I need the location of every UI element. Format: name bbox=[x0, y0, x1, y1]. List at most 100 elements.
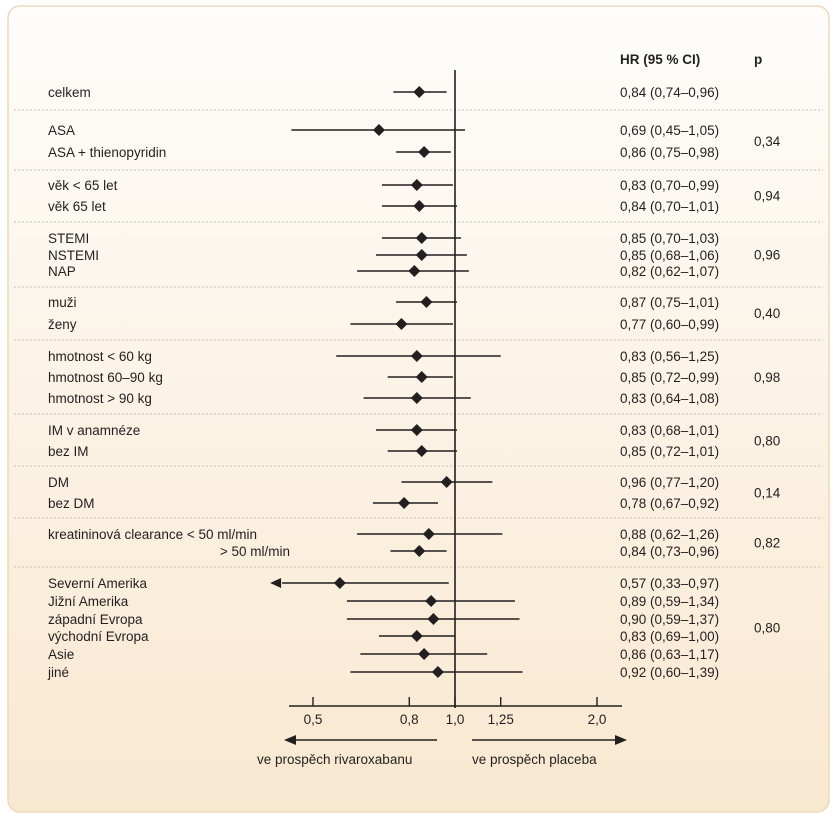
favours-rivaroxaban-label: ve prospěch rivaroxabanu bbox=[257, 752, 412, 767]
row-ci-text: 0,88 (0,62–1,26) bbox=[620, 527, 719, 542]
forest-rows: celkem 0,84 (0,74–0,96) ASA 0,69 (0,45–1,05… bbox=[47, 85, 719, 680]
hr-point bbox=[427, 613, 440, 625]
hr-point bbox=[408, 265, 421, 277]
hr-point bbox=[398, 497, 411, 509]
row-ci-text: 0,83 (0,56–1,25) bbox=[620, 349, 719, 364]
row-ci-text: 0,89 (0,59–1,34) bbox=[620, 594, 719, 609]
hr-point bbox=[431, 666, 444, 678]
hr-point bbox=[395, 318, 408, 330]
row-label: NAP bbox=[48, 264, 76, 279]
row-ci-text: 0,83 (0,70–0,99) bbox=[620, 178, 719, 193]
p-value: 0,82 bbox=[754, 536, 780, 551]
p-value: 0,94 bbox=[754, 189, 781, 204]
hr-point bbox=[420, 296, 433, 308]
favours-rivaroxaban-arrow bbox=[284, 735, 437, 745]
row-ci-text: 0,85 (0,72–1,01) bbox=[620, 444, 719, 459]
row-label: DM bbox=[48, 475, 69, 490]
ci-clipped-arrow bbox=[270, 578, 282, 588]
row-label: Severní Amerika bbox=[48, 576, 148, 591]
favours-placebo-label: ve prospěch placeba bbox=[472, 752, 597, 767]
row-label: jiné bbox=[47, 665, 69, 680]
group-separators bbox=[14, 109, 823, 568]
hr-ci-header: HR (95 % CI) bbox=[620, 52, 700, 67]
panel-background bbox=[7, 5, 830, 813]
row-label: ASA bbox=[48, 123, 75, 138]
x-tick-label: 0,8 bbox=[400, 712, 419, 727]
hr-point bbox=[413, 86, 426, 98]
hr-point bbox=[418, 648, 431, 660]
p-header: p bbox=[754, 52, 762, 67]
row-label: STEMI bbox=[48, 231, 89, 246]
row-ci-text: 0,78 (0,67–0,92) bbox=[620, 496, 719, 511]
row-ci-text: 0,82 (0,62–1,07) bbox=[620, 264, 719, 279]
row-ci-text: 0,57 (0,33–0,97) bbox=[620, 576, 719, 591]
p-value: 0,98 bbox=[754, 370, 780, 385]
hr-point bbox=[422, 528, 435, 540]
row-ci-text: 0,83 (0,69–1,00) bbox=[620, 629, 719, 644]
row-label: bez IM bbox=[48, 444, 89, 459]
hr-point bbox=[410, 630, 423, 642]
hr-point bbox=[413, 545, 426, 557]
row-ci-text: 0,86 (0,63–1,17) bbox=[620, 647, 719, 662]
row-ci-text: 0,85 (0,70–1,03) bbox=[620, 231, 719, 246]
row-label: hmotnost < 60 kg bbox=[48, 349, 152, 364]
hr-point bbox=[440, 476, 453, 488]
p-value: 0,80 bbox=[754, 434, 780, 449]
x-tick-label: 1,0 bbox=[446, 712, 465, 727]
p-value: 0,34 bbox=[754, 134, 781, 149]
row-ci-text: 0,83 (0,64–1,08) bbox=[620, 391, 719, 406]
row-ci-text: 0,84 (0,74–0,96) bbox=[620, 85, 719, 100]
row-label: celkem bbox=[48, 85, 91, 100]
hr-point bbox=[425, 595, 438, 607]
hr-point bbox=[372, 124, 385, 136]
row-label: ASA + thienopyridin bbox=[48, 145, 166, 160]
row-label: hmotnost 60–90 kg bbox=[48, 370, 163, 385]
row-ci-text: 0,90 (0,59–1,37) bbox=[620, 612, 719, 627]
x-tick-label: 2,0 bbox=[588, 712, 607, 727]
hr-point bbox=[415, 249, 428, 261]
row-label: západní Evropa bbox=[48, 612, 143, 627]
hr-point bbox=[410, 392, 423, 404]
row-ci-text: 0,86 (0,75–0,98) bbox=[620, 145, 719, 160]
hr-point bbox=[418, 146, 431, 158]
row-ci-text: 0,87 (0,75–1,01) bbox=[620, 295, 719, 310]
p-values: 0,34 0,94 0,96 0,40 0,98 0,80 0,14 0,82 0,80 bbox=[754, 134, 781, 636]
row-ci-text: 0,96 (0,77–1,20) bbox=[620, 475, 719, 490]
p-value: 0,40 bbox=[754, 306, 780, 321]
row-label: NSTEMI bbox=[48, 248, 99, 263]
row-label: Jižní Amerika bbox=[48, 594, 129, 609]
row-ci-text: 0,69 (0,45–1,05) bbox=[620, 123, 719, 138]
hr-point bbox=[410, 179, 423, 191]
favours-placebo-arrow bbox=[472, 735, 627, 745]
hr-point bbox=[410, 350, 423, 362]
row-label: východní Evropa bbox=[48, 629, 149, 644]
row-label: věk < 65 let bbox=[48, 178, 118, 193]
row-ci-text: 0,85 (0,68–1,06) bbox=[620, 248, 719, 263]
row-label: muži bbox=[48, 295, 77, 310]
hr-point bbox=[413, 200, 426, 212]
p-value: 0,80 bbox=[754, 621, 780, 636]
x-axis-ticks: 0,5 0,8 1,0 1,25 2,0 bbox=[304, 697, 607, 727]
row-label: bez DM bbox=[48, 496, 95, 511]
hr-point bbox=[415, 371, 428, 383]
row-ci-text: 0,84 (0,70–1,01) bbox=[620, 199, 719, 214]
row-label: ženy bbox=[48, 317, 77, 332]
row-label: Asie bbox=[48, 647, 74, 662]
row-ci-text: 0,77 (0,60–0,99) bbox=[620, 317, 719, 332]
row-label: IM v anamnéze bbox=[48, 423, 140, 438]
row-ci-text: 0,85 (0,72–0,99) bbox=[620, 370, 719, 385]
row-ci-text: 0,84 (0,73–0,96) bbox=[620, 544, 719, 559]
row-ci-text: 0,83 (0,68–1,01) bbox=[620, 423, 719, 438]
hr-point bbox=[333, 577, 346, 589]
p-value: 0,96 bbox=[754, 248, 780, 263]
hr-point bbox=[415, 232, 428, 244]
row-ci-text: 0,92 (0,60–1,39) bbox=[620, 665, 719, 680]
p-value: 0,14 bbox=[754, 486, 781, 501]
row-label: > 50 ml/min bbox=[220, 544, 290, 559]
x-tick-label: 0,5 bbox=[304, 712, 323, 727]
row-label: kreatininová clearance < 50 ml/min bbox=[48, 527, 257, 542]
hr-point bbox=[410, 424, 423, 436]
hr-point bbox=[415, 445, 428, 457]
x-tick-label: 1,25 bbox=[488, 712, 514, 727]
